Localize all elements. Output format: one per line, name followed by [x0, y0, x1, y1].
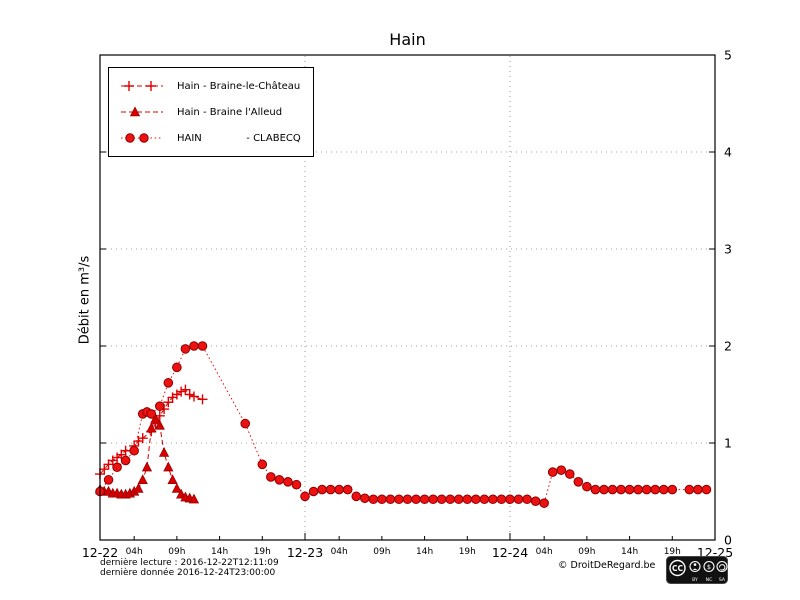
- svg-text:3: 3: [724, 242, 732, 257]
- legend-item-braine-le-chateau: Hain - Braine-le-Château: [109, 73, 313, 99]
- cc-nc-label: NC: [706, 577, 713, 583]
- svg-text:$: $: [707, 563, 711, 571]
- svg-text:12-23: 12-23: [287, 545, 323, 560]
- chart-title: Hain: [389, 30, 426, 49]
- svg-text:14h: 14h: [621, 547, 638, 557]
- cc-by-label: BY: [692, 577, 698, 583]
- copyright-text: © DroitDeRegard.be: [558, 560, 656, 571]
- svg-text:12-22: 12-22: [82, 545, 118, 560]
- svg-text:14h: 14h: [211, 547, 228, 557]
- svg-text:5: 5: [724, 48, 732, 63]
- svg-text:14h: 14h: [416, 547, 433, 557]
- last-reading-text: dernière lecture : 2016-12-22T12:11:09: [100, 558, 279, 568]
- circle-marker-icon: [121, 133, 163, 143]
- y-axis-label: Débit en m³/s: [77, 255, 93, 345]
- svg-text:2: 2: [724, 339, 732, 354]
- svg-text:09h: 09h: [168, 547, 185, 557]
- last-data-text: dernière donnée 2016-12-24T23:00:00: [100, 568, 276, 578]
- svg-text:4: 4: [724, 145, 732, 160]
- svg-text:CC: CC: [672, 564, 684, 573]
- cc-by-nc-sa-badge[interactable]: CC $ BY NC SA: [666, 556, 728, 584]
- svg-text:04h: 04h: [331, 547, 348, 557]
- svg-text:19h: 19h: [459, 547, 476, 557]
- svg-text:04h: 04h: [536, 547, 553, 557]
- triangle-marker-icon: [121, 106, 163, 117]
- legend-item-clabecq: HAIN - CLABECQ: [109, 125, 313, 151]
- svg-text:09h: 09h: [373, 547, 390, 557]
- svg-text:12-24: 12-24: [492, 545, 528, 560]
- legend: Hain - Braine-le-Château Hain - Braine l…: [108, 67, 314, 157]
- legend-item-braine-l-alleud: Hain - Braine l'Alleud: [109, 99, 313, 125]
- svg-text:19h: 19h: [254, 547, 271, 557]
- plus-marker-icon: [121, 81, 163, 91]
- svg-text:09h: 09h: [578, 547, 595, 557]
- svg-text:19h: 19h: [664, 547, 681, 557]
- legend-label: Hain - Braine l'Alleud: [177, 106, 283, 118]
- legend-label: Hain - Braine-le-Château: [177, 80, 301, 92]
- svg-text:1: 1: [724, 436, 732, 451]
- svg-text:04h: 04h: [126, 547, 143, 557]
- legend-label: HAIN - CLABECQ: [177, 132, 301, 144]
- cc-sa-label: SA: [719, 577, 726, 583]
- svg-text:0: 0: [724, 533, 732, 548]
